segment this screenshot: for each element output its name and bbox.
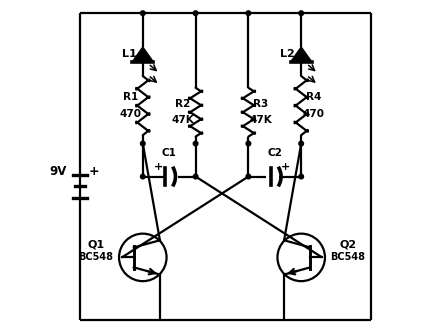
Circle shape [299,141,304,146]
Text: BC548: BC548 [79,252,113,262]
Circle shape [299,11,304,16]
Text: +: + [154,162,163,172]
Circle shape [299,174,304,179]
Circle shape [140,174,145,179]
Text: BC548: BC548 [331,252,365,262]
Text: R3: R3 [254,99,269,109]
Polygon shape [132,47,153,62]
Polygon shape [291,47,312,62]
Text: +: + [88,165,99,178]
Text: 470: 470 [119,109,141,119]
Circle shape [193,11,198,16]
Text: +: + [281,162,290,172]
Circle shape [246,11,251,16]
Circle shape [246,174,251,179]
Text: 470: 470 [303,109,325,119]
Circle shape [140,141,145,146]
Circle shape [193,174,198,179]
Text: Q1: Q1 [87,239,104,249]
Text: Q2: Q2 [340,239,357,249]
Circle shape [193,141,198,146]
Text: C1: C1 [162,148,177,158]
Text: 47K: 47K [250,115,272,125]
Text: 9V: 9V [50,165,67,178]
Text: L2: L2 [280,50,295,59]
Text: R4: R4 [306,92,321,102]
Text: 47K: 47K [172,115,194,125]
Circle shape [246,141,251,146]
Text: L1: L1 [122,50,136,59]
Text: R2: R2 [175,99,190,109]
Circle shape [140,11,145,16]
Text: C2: C2 [267,148,282,158]
Text: R1: R1 [123,92,138,102]
